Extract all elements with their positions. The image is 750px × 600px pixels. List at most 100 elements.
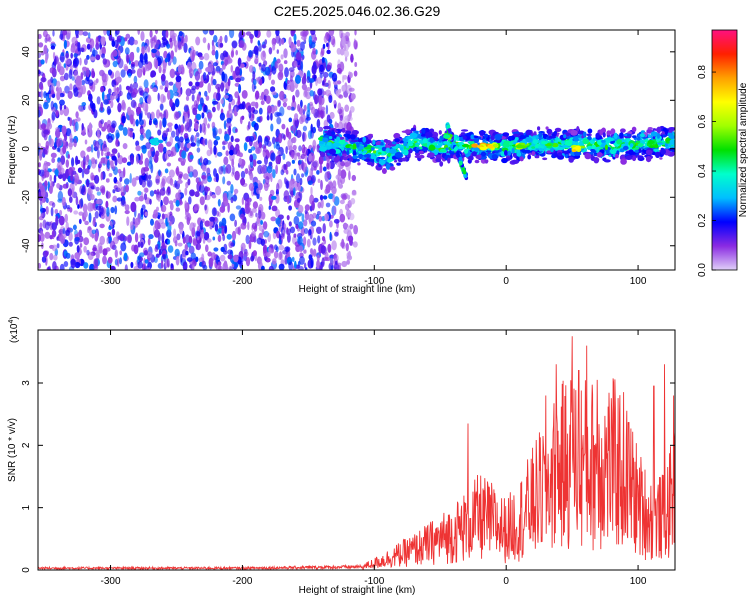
signal-blob [328, 155, 333, 160]
snr-x-label: -300 [101, 576, 121, 587]
noise-blob [134, 217, 141, 226]
noise-blob [286, 105, 292, 111]
noise-blob [196, 137, 201, 147]
signal-blob [435, 158, 442, 163]
noise-blob [229, 265, 232, 270]
noise-blob [308, 153, 312, 162]
signal-blob [631, 126, 637, 133]
noise-blob [271, 79, 275, 85]
noise-blob [219, 112, 225, 121]
signal-blob [370, 147, 375, 151]
signal-blob [399, 147, 404, 151]
noise-blob [65, 252, 71, 259]
noise-blob [145, 172, 149, 182]
noise-blob [153, 209, 159, 219]
signal-blob [490, 135, 496, 141]
noise-blob [87, 187, 92, 195]
noise-blob [86, 54, 90, 60]
noise-blob [38, 119, 41, 130]
signal-blob [478, 136, 482, 140]
noise-blob [139, 128, 145, 134]
hot-spot [487, 144, 494, 149]
noise-blob [322, 91, 327, 96]
noise-blob [329, 220, 333, 228]
noise-blob [41, 256, 47, 263]
noise-blob [229, 30, 235, 39]
noise-blob [154, 79, 158, 86]
noise-blob [57, 198, 63, 203]
noise-blob [262, 244, 268, 254]
noise-blob [180, 160, 186, 166]
noise-blob [102, 58, 108, 65]
noise-blob [206, 74, 210, 83]
noise-blob [215, 136, 221, 141]
noise-blob [217, 86, 221, 94]
noise-blob [143, 193, 148, 201]
spectrogram-frame [37, 29, 676, 271]
noise-blob [241, 115, 245, 121]
hot-spot [571, 149, 577, 153]
signal-blob [333, 135, 337, 139]
noise-blob [132, 82, 139, 90]
noise-blob [151, 36, 156, 42]
noise-blob [319, 164, 323, 174]
noise-blob [139, 97, 144, 105]
noise-blob [319, 109, 326, 119]
noise-blob [212, 106, 216, 113]
noise-blob [67, 154, 71, 159]
signal-blob [586, 145, 593, 151]
noise-blob [122, 127, 128, 136]
noise-blob [159, 188, 166, 196]
noise-blob [149, 147, 154, 152]
signal-blob [461, 129, 469, 132]
noise-blob [46, 221, 52, 226]
noise-blob [45, 33, 51, 42]
noise-blob [309, 103, 314, 111]
noise-blob [291, 256, 295, 262]
noise-blob [114, 205, 118, 215]
noise-blob [325, 89, 332, 97]
noise-blob [290, 106, 295, 111]
noise-blob [298, 265, 304, 270]
noise-blob [258, 107, 263, 115]
signal-blob [572, 140, 579, 146]
noise-blob [160, 73, 166, 82]
noise-blob [320, 47, 325, 56]
noise-blob [292, 95, 296, 103]
noise-blob [177, 139, 181, 150]
noise-blob [208, 257, 214, 268]
signal-blob [346, 149, 350, 156]
noise-blob [101, 53, 105, 59]
noise-blob [249, 173, 254, 179]
noise-blob [117, 235, 124, 241]
noise-blob [309, 248, 313, 254]
noise-blob [119, 257, 122, 265]
noise-blob [341, 194, 347, 201]
signal-blob [484, 133, 489, 138]
noise-blob [273, 250, 279, 259]
noise-blob [117, 58, 124, 69]
noise-blob [264, 155, 268, 166]
noise-blob [101, 71, 105, 78]
noise-blob [216, 101, 221, 111]
noise-blob [170, 263, 174, 269]
noise-blob [55, 215, 59, 226]
snr-x-label: Height of straight line (km) [299, 585, 416, 596]
noise-blob [247, 105, 252, 113]
noise-blob [344, 104, 350, 112]
noise-blob [172, 32, 177, 38]
noise-blob [150, 70, 157, 78]
spectrogram-x-label: -100 [364, 276, 384, 287]
noise-blob [98, 245, 103, 254]
noise-blob [194, 122, 199, 131]
signal-blob [350, 139, 359, 143]
signal-blob [404, 129, 411, 134]
noise-blob [100, 150, 104, 157]
signal-blob [650, 131, 658, 137]
noise-blob [282, 153, 286, 161]
noise-blob [333, 263, 340, 270]
noise-blob [249, 154, 254, 163]
noise-blob [77, 30, 84, 36]
signal-blob [341, 127, 346, 133]
noise-blob [333, 100, 337, 105]
